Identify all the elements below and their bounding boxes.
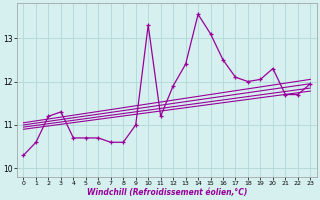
X-axis label: Windchill (Refroidissement éolien,°C): Windchill (Refroidissement éolien,°C) bbox=[87, 188, 247, 197]
